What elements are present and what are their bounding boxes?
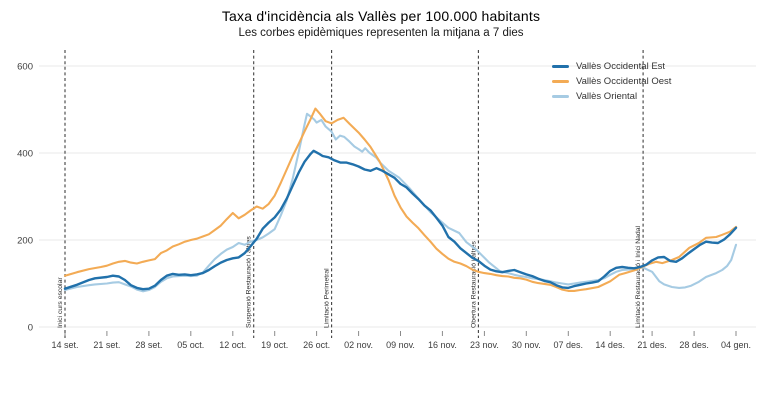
- x-tick-label: 26 oct.: [303, 340, 330, 350]
- event-label: Limitació Restauració i Inici Nadal: [635, 226, 642, 328]
- legend-line-swatch: [552, 80, 569, 83]
- x-tick-label: 23 nov.: [470, 340, 499, 350]
- x-tick-label: 07 des.: [554, 340, 584, 350]
- series-line: [63, 149, 738, 291]
- x-tick-label: 21 des.: [637, 340, 667, 350]
- legend-item: Vallès Occidental Oest: [552, 74, 671, 89]
- x-tick-label: 28 set.: [135, 340, 162, 350]
- y-tick-label: 600: [17, 62, 33, 73]
- legend-item: Vallès Occidental Est: [552, 59, 671, 74]
- x-tick-label: 28 des.: [679, 340, 709, 350]
- event-label: Limitació Perimetral: [324, 268, 331, 328]
- chart-subtitle: Les corbes epidèmiques representen la mi…: [238, 27, 524, 39]
- x-tick-label: 30 nov.: [512, 340, 541, 350]
- legend-item: Vallès Oriental: [552, 89, 671, 104]
- legend-line-swatch: [552, 65, 569, 68]
- x-tick-label: 12 oct.: [219, 340, 246, 350]
- legend-label: Vallès Occidental Oest: [576, 76, 672, 87]
- chart-title: Taxa d'incidència als Vallès per 100.000…: [221, 8, 541, 24]
- x-tick-label: 14 des.: [595, 340, 625, 350]
- x-tick-label: 19 oct.: [261, 340, 288, 350]
- x-tick-label: 14 set.: [51, 340, 78, 350]
- event-label: Suspensió Restauració i altres: [246, 236, 253, 328]
- x-tick-label: 16 nov.: [428, 340, 457, 350]
- x-tick-label: 09 nov.: [386, 340, 415, 350]
- legend-label: Vallès Occidental Est: [576, 61, 666, 72]
- legend-label: Vallès Oriental: [576, 91, 638, 102]
- x-tick-label: 21 set.: [93, 340, 120, 350]
- y-tick-label: 0: [28, 323, 33, 334]
- legend-line-swatch: [552, 95, 569, 98]
- event-label: Obertura Restauració i altres: [470, 241, 477, 328]
- event-label: Inici curs escolar: [57, 277, 64, 328]
- x-tick-label: 04 gen.: [721, 340, 751, 350]
- y-tick-label: 400: [17, 149, 33, 160]
- y-tick-label: 200: [17, 236, 33, 247]
- x-tick-label: 05 oct.: [177, 340, 204, 350]
- x-tick-label: 02 nov.: [344, 340, 373, 350]
- series-line: [63, 107, 738, 292]
- legend: Vallès Occidental Est Vallès Occidental …: [552, 59, 671, 104]
